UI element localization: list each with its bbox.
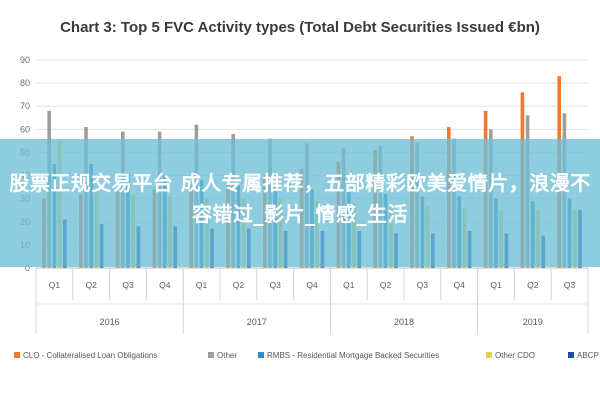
y-tick-label: 70 — [20, 101, 30, 111]
legend-swatch — [568, 352, 574, 358]
legend-label: ABCP — [577, 351, 599, 360]
legend-swatch — [486, 352, 492, 358]
legend-swatch — [14, 352, 20, 358]
x-tick-label: Q2 — [380, 280, 392, 290]
legend-label: Other CDO — [495, 351, 535, 360]
legend-swatch — [258, 352, 264, 358]
x-tick-label: Q3 — [564, 280, 576, 290]
x-tick-label: Q1 — [49, 280, 61, 290]
x-tick-label: Q2 — [527, 280, 539, 290]
y-tick-label: 0 — [25, 263, 30, 273]
legend-swatch — [208, 352, 214, 358]
y-tick-label: 60 — [20, 124, 30, 134]
legend-label: Other — [217, 351, 237, 360]
chart-title: Chart 3: Top 5 FVC Activity types (Total… — [60, 19, 540, 36]
year-label: 2016 — [100, 317, 120, 327]
x-tick-label: Q1 — [490, 280, 502, 290]
x-axis: Q1 Q2 Q3 Q4 Q1 Q2 Q3 Q4 Q1 Q2 Q3 Q4 Q1 Q2 Q3 2016 2017 20… — [35, 267, 589, 334]
x-tick-label: Q4 — [454, 280, 466, 290]
y-tick-label: 90 — [20, 55, 30, 65]
x-tick-label: Q2 — [233, 280, 245, 290]
x-tick-label: Q3 — [122, 280, 134, 290]
year-label: 2017 — [247, 317, 267, 327]
banner-text: 股票正规交易平台 成人专属推荐，五部精彩欧美爱情片，浪漫不容错过_影片_情感_生… — [9, 171, 591, 226]
year-label: 2018 — [394, 317, 414, 327]
x-tick-label: Q1 — [343, 280, 355, 290]
x-tick-label: Q3 — [417, 280, 429, 290]
x-tick-label: Q1 — [196, 280, 208, 290]
x-tick-label: Q4 — [306, 280, 318, 290]
x-tick-label: Q4 — [159, 280, 171, 290]
year-label: 2019 — [523, 317, 543, 327]
x-tick-label: Q2 — [86, 280, 98, 290]
legend-label: RMBS - Residential Mortgage Backed Secur… — [267, 351, 439, 360]
banner-overlay — [0, 139, 600, 267]
legend: CLO - Collateralised Loan Obligations Oth… — [14, 351, 599, 360]
y-tick-label: 80 — [20, 78, 30, 88]
x-tick-label: Q3 — [270, 280, 282, 290]
legend-label: CLO - Collateralised Loan Obligations — [23, 351, 157, 360]
